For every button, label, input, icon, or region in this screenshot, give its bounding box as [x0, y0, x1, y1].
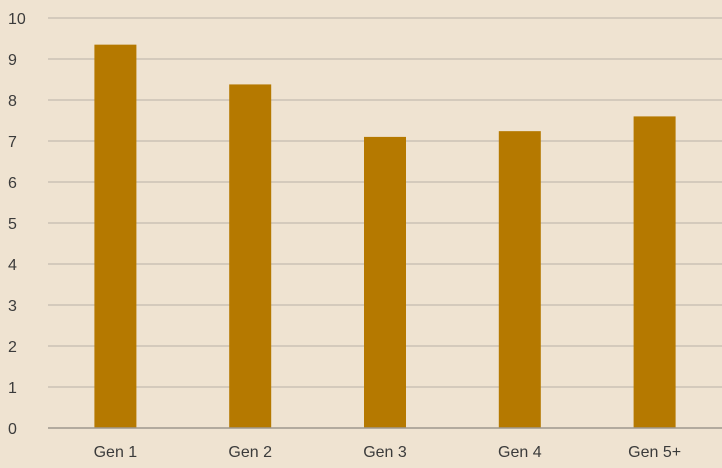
y-axis-tick-labels: 0 1 2 3 4 5 6 7 8 9 10: [8, 11, 26, 438]
y-tick-label: 5: [8, 216, 17, 233]
x-category-label: Gen 3: [363, 444, 407, 461]
bar-gen-3: [364, 136, 406, 428]
y-tick-label: 7: [8, 134, 17, 151]
y-tick-label: 6: [8, 175, 17, 192]
y-tick-label: 3: [8, 298, 17, 315]
y-tick-label: 8: [8, 93, 17, 110]
y-tick-label: 1: [8, 380, 17, 397]
y-tick-label: 4: [8, 257, 17, 274]
y-tick-label: 2: [8, 339, 17, 356]
bar-gen-2: [229, 84, 272, 429]
y-tick-label: 9: [8, 52, 17, 69]
x-category-label: Gen 2: [228, 444, 272, 461]
x-axis-category-labels: Gen 1 Gen 2 Gen 3 Gen 4 Gen 5+: [94, 444, 681, 461]
y-tick-label: 0: [8, 421, 17, 438]
x-category-label: Gen 4: [498, 444, 542, 461]
y-tick-label: 10: [8, 11, 26, 28]
bar-gen-5: [633, 116, 676, 429]
bar-gen-1: [94, 44, 137, 429]
bar-gen-4: [498, 131, 541, 428]
x-category-label: Gen 5+: [628, 444, 681, 461]
bars: [94, 44, 676, 429]
x-category-label: Gen 1: [94, 444, 138, 461]
